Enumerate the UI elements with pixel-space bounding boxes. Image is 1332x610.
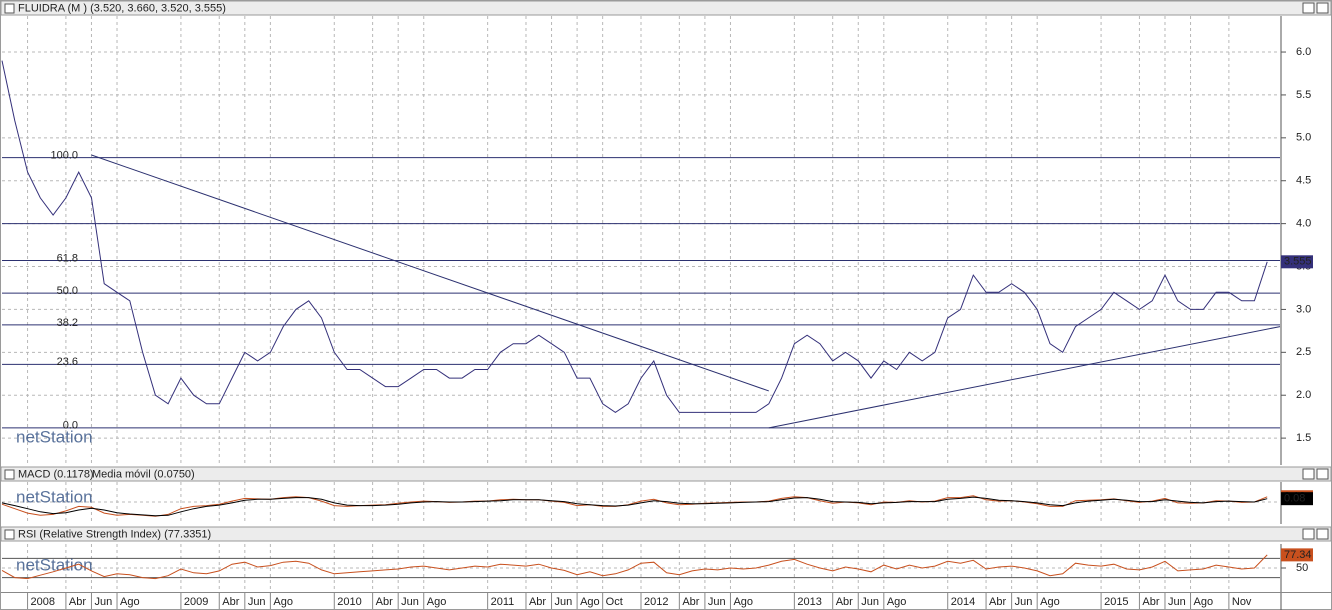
x-tick-label: 2012: [644, 596, 668, 608]
watermark: netStation: [16, 427, 93, 446]
y-tick-label: 5.5: [1296, 89, 1311, 101]
fibonacci-label: 50.0: [57, 285, 78, 297]
panel-icon: [4, 529, 15, 540]
x-tick-label: 2011: [491, 596, 515, 608]
x-tick-label: Ago: [1194, 596, 1214, 608]
x-tick-label: Abr: [69, 596, 86, 608]
x-tick-label: Ago: [1040, 596, 1060, 608]
x-tick-label: Ago: [580, 596, 600, 608]
x-tick-label: Oct: [606, 596, 623, 608]
x-tick-label: Jun: [555, 596, 573, 608]
value-label: 0.08: [1284, 493, 1305, 505]
panel-title: FLUIDRA (M ) (3.520, 3.660, 3.520, 3.555…: [18, 2, 226, 14]
x-tick-label: Ago: [887, 596, 907, 608]
x-tick-label: 2013: [797, 596, 821, 608]
x-tick-label: 2009: [184, 596, 208, 608]
y-tick-label: 4.5: [1296, 175, 1311, 187]
x-tick-label: Ago: [273, 596, 293, 608]
fibonacci-label: 23.6: [57, 356, 78, 368]
x-tick-label: Jun: [401, 596, 419, 608]
y-tick-label: 4.0: [1296, 218, 1311, 230]
fibonacci-label: 0.0: [63, 420, 78, 432]
series-line: [1, 60, 1268, 414]
x-tick-label: Abr: [989, 596, 1006, 608]
minimize-button[interactable]: [1302, 2, 1315, 14]
x-tick-label: 2008: [31, 596, 55, 608]
value-label: 3.555: [1284, 256, 1312, 268]
x-tick-label: Jun: [1168, 596, 1186, 608]
x-tick-label: Abr: [836, 596, 853, 608]
value-label-box: [1281, 548, 1313, 562]
series-line: [1, 495, 1268, 517]
panel-title: MACD (0.1178): [18, 468, 94, 480]
value-label-box: [1281, 492, 1313, 506]
panel-header: [0, 0, 1332, 16]
x-tick-label: Nov: [1232, 596, 1252, 608]
watermark: netStation: [16, 487, 93, 506]
panel-header: [0, 526, 1332, 542]
x-tick-label: Ago: [427, 596, 447, 608]
x-tick-label: Jun: [94, 596, 112, 608]
x-tick-label: 2010: [337, 596, 361, 608]
value-label-box: [1281, 255, 1313, 269]
trendline: [768, 326, 1281, 429]
panel-icon: [4, 3, 15, 14]
minimize-button[interactable]: [1302, 528, 1315, 540]
y-tick-label: 5.0: [1296, 132, 1311, 144]
series-line: [1, 554, 1268, 580]
x-tick-label: Jun: [708, 596, 726, 608]
x-tick-label: Ago: [733, 596, 753, 608]
value-label: 77.34: [1284, 549, 1312, 561]
fibonacci-label: 100.0: [50, 149, 78, 161]
panel-icon: [4, 469, 15, 480]
fibonacci-label: 61.8: [57, 252, 78, 264]
y-tick-label: 2.5: [1296, 346, 1311, 358]
maximize-button[interactable]: [1316, 2, 1329, 14]
x-tick-label: Jun: [1015, 596, 1033, 608]
x-tick-label: Abr: [529, 596, 546, 608]
y-tick-label: 2.0: [1296, 389, 1311, 401]
y-tick-label: 3.0: [1296, 303, 1311, 315]
maximize-button[interactable]: [1316, 528, 1329, 540]
y-tick-label: 1.5: [1296, 432, 1311, 444]
y-tick-label: 50: [1296, 562, 1308, 574]
watermark: netStation: [16, 555, 93, 574]
trendline: [91, 154, 769, 392]
series-line: [1, 496, 1268, 517]
y-tick-label: 6.0: [1296, 46, 1311, 58]
x-tick-label: Ago: [120, 596, 140, 608]
x-tick-label: Jun: [861, 596, 879, 608]
panel-subtitle: Media móvil (0.0750): [92, 468, 195, 480]
fibonacci-label: 38.2: [57, 317, 78, 329]
x-tick-label: 2015: [1104, 596, 1128, 608]
x-tick-label: 2014: [951, 596, 975, 608]
panel-title: RSI (Relative Strength Index) (77.3351): [18, 528, 211, 540]
x-tick-label: Jun: [248, 596, 266, 608]
maximize-button[interactable]: [1316, 468, 1329, 480]
x-tick-label: Abr: [1142, 596, 1159, 608]
x-tick-label: Abr: [682, 596, 699, 608]
x-tick-label: Abr: [222, 596, 239, 608]
minimize-button[interactable]: [1302, 468, 1315, 480]
x-tick-label: Abr: [376, 596, 393, 608]
panel-header: [0, 466, 1332, 482]
